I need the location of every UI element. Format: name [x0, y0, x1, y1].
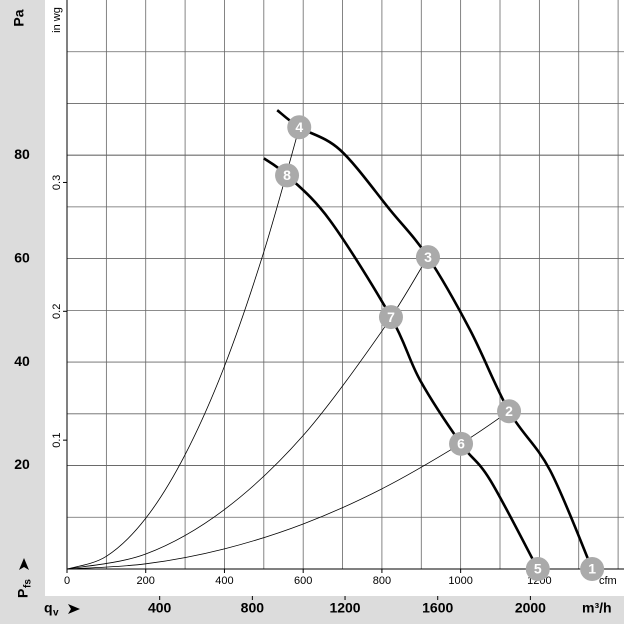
operating-point: [497, 399, 522, 424]
operating-point: [525, 557, 550, 581]
y-tick-label: 80: [14, 146, 30, 162]
operating-point: [449, 431, 474, 456]
operating-point: [415, 245, 440, 270]
point-label: 8: [283, 167, 291, 183]
x-label-sub: v: [53, 608, 59, 619]
curve: [276, 109, 594, 570]
y2-tick-label: 0.3: [51, 175, 63, 190]
x-tick-label: 400: [215, 575, 233, 587]
y2-unit: in wg: [51, 7, 63, 33]
y-label-sub: fs: [23, 579, 34, 588]
operating-point: [580, 557, 605, 581]
x2-tick-label: 1600: [422, 600, 453, 616]
point-label: 7: [387, 309, 395, 325]
y-unit: Pa: [11, 9, 27, 26]
x-tick-label: 800: [373, 575, 391, 587]
point-label: 5: [534, 561, 542, 577]
x-label-main: q: [44, 600, 53, 616]
bottom-band: [0, 596, 624, 624]
x2-tick-label: 800: [241, 600, 265, 616]
x2-tick-label: 1200: [329, 600, 360, 616]
point-label: 1: [588, 561, 596, 577]
curve: [66, 127, 300, 570]
x-label: q v: [44, 600, 80, 619]
point-label: 6: [457, 436, 465, 452]
operating-point: [378, 305, 403, 330]
x2-unit: m³/h: [582, 600, 612, 616]
y-tick-label: 60: [14, 249, 30, 265]
x-unit: cfm: [599, 575, 617, 587]
arrow: [19, 558, 29, 570]
operating-point: [275, 163, 300, 188]
x-tick-label: 200: [137, 575, 155, 587]
operating-point: [287, 115, 312, 140]
arrow: [68, 604, 80, 614]
x2-tick-label: 2000: [515, 600, 546, 616]
curve: [263, 157, 539, 570]
x-tick-label: 600: [294, 575, 312, 587]
y-tick-label: 20: [14, 456, 30, 472]
x-tick-label: 1000: [448, 575, 472, 587]
point-label: 2: [505, 403, 513, 419]
point-label: 4: [295, 119, 303, 135]
y2-tick-label: 0.2: [51, 304, 63, 319]
x-tick-label: 0: [64, 575, 70, 587]
y-label: P fs: [15, 558, 34, 598]
y-tick-label: 40: [14, 353, 30, 369]
x2-tick-label: 400: [148, 600, 172, 616]
left-band: [0, 0, 45, 596]
point-label: 3: [424, 249, 432, 265]
y2-tick-label: 0.1: [51, 433, 63, 448]
y-label-main: P: [15, 589, 31, 598]
